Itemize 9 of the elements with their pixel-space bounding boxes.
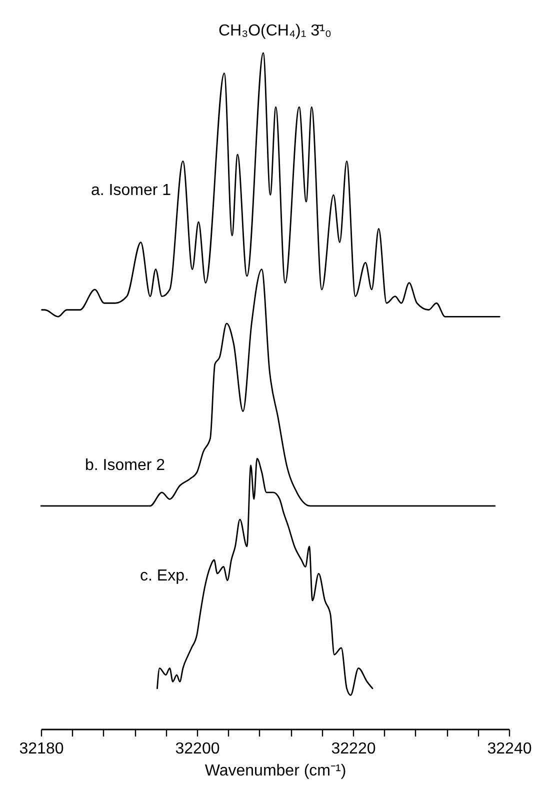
x-tick-label: 32240 xyxy=(487,740,532,758)
x-tick-label: 32200 xyxy=(175,740,220,758)
x-tick-label: 32220 xyxy=(331,740,376,758)
series-label: b. Isomer 2 xyxy=(85,456,166,474)
series-label: a. Isomer 1 xyxy=(91,182,172,199)
chart-title: CH₃O(CH₄)₁ 3̄¹₀ xyxy=(218,22,332,40)
x-tick-label: 32180 xyxy=(19,740,64,758)
x-axis-title: Wavenumber (cm⁻¹) xyxy=(204,762,346,780)
series-label: c. Exp. xyxy=(140,567,189,584)
